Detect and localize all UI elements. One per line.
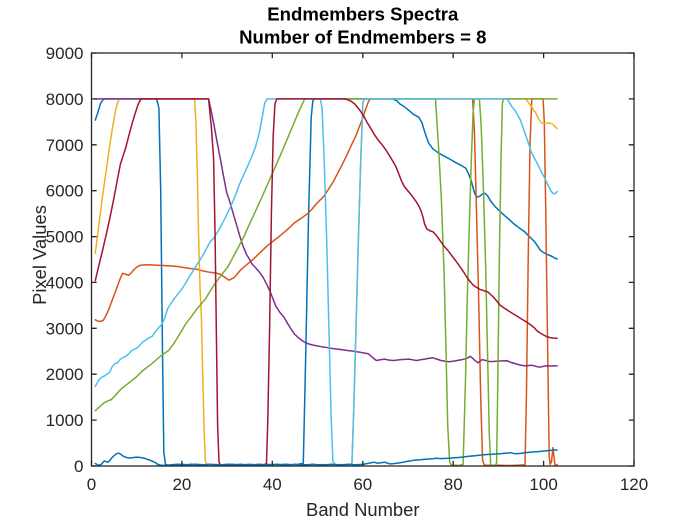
svg-text:0: 0 [87,475,96,494]
svg-text:9000: 9000 [46,44,84,63]
svg-text:7000: 7000 [46,136,84,155]
svg-text:4000: 4000 [46,273,84,292]
svg-text:5000: 5000 [46,228,84,247]
svg-text:3000: 3000 [46,319,84,338]
svg-text:Number of Endmembers = 8: Number of Endmembers = 8 [239,26,486,47]
svg-text:8000: 8000 [46,90,84,109]
svg-text:Band Number: Band Number [306,499,419,520]
svg-text:1000: 1000 [46,411,84,430]
svg-text:6000: 6000 [46,182,84,201]
svg-text:2000: 2000 [46,365,84,384]
svg-text:20: 20 [172,475,191,494]
svg-text:0: 0 [74,457,83,476]
svg-text:80: 80 [444,475,463,494]
svg-text:40: 40 [263,475,282,494]
svg-text:120: 120 [620,475,648,494]
svg-text:100: 100 [529,475,557,494]
svg-text:Endmembers Spectra: Endmembers Spectra [267,3,459,24]
svg-text:60: 60 [353,475,372,494]
svg-text:Pixel Values: Pixel Values [29,205,50,305]
